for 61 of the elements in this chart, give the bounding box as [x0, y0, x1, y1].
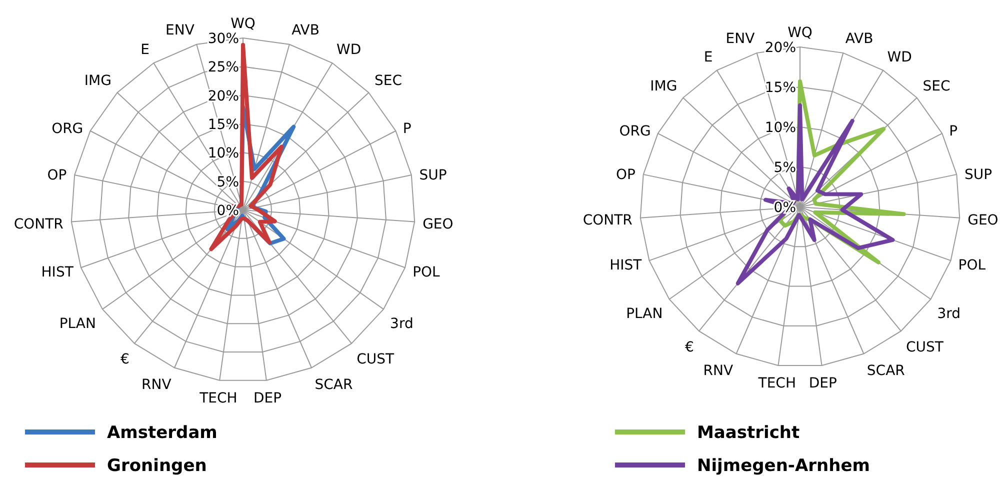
y-tick-label: 15% [208, 117, 239, 133]
spoke-label: TECH [198, 390, 238, 406]
spoke-label: IMG [84, 73, 112, 90]
spoke-label: 3rd [937, 306, 961, 322]
spoke-label: € [120, 352, 130, 368]
spoke-label: CUST [356, 352, 395, 368]
y-tick-label: 0% [774, 200, 796, 216]
y-tick-label: 5% [216, 174, 239, 190]
spoke-label: ORG [52, 121, 84, 138]
spoke-label: AVB [845, 31, 874, 48]
spoke-label: TECH [757, 375, 796, 392]
spoke-label: WD [336, 42, 362, 58]
legend-label: Groningen [107, 456, 207, 476]
spoke-label: SEC [374, 73, 402, 90]
spoke-label: SUP [419, 167, 447, 184]
spoke-label: ENV [726, 31, 756, 48]
y-tick-label: 20% [208, 88, 239, 104]
spoke-label: CUST [906, 339, 944, 356]
spoke-label: GEO [968, 212, 998, 228]
spoke-label: GEO [422, 216, 454, 232]
spoke-label: P [949, 124, 958, 140]
spoke-label: CONTR [14, 216, 64, 232]
spoke-label: WD [887, 49, 912, 66]
spoke-label: P [402, 121, 412, 138]
spoke-label: € [685, 339, 694, 356]
spoke-label: WQ [230, 16, 256, 32]
spoke-label: E [140, 42, 150, 58]
spoke-label: DEP [808, 375, 837, 392]
spoke-label: OP [47, 167, 67, 184]
spoke-label: SCAR [314, 377, 353, 394]
spoke-label: ENV [166, 22, 195, 39]
spoke-label: SEC [922, 78, 951, 94]
spoke-label: PLAN [59, 316, 96, 332]
legend-label: Amsterdam [107, 423, 218, 443]
spoke-label: WQ [788, 25, 812, 41]
spoke-label: RNV [703, 363, 734, 380]
legend-label: Maastricht [697, 423, 800, 443]
y-tick-label: 15% [764, 80, 796, 96]
spoke-label: E [704, 49, 713, 66]
spoke-label: CONTR [582, 212, 633, 228]
spoke-label: POL [958, 257, 986, 274]
spoke-label: AVB [292, 22, 320, 39]
spoke-label: HIST [41, 264, 74, 280]
spoke-label: RNV [142, 377, 172, 394]
spoke-label: DEP [253, 390, 282, 406]
y-tick-label: 10% [764, 120, 796, 136]
spoke-label: 3rd [390, 316, 414, 332]
spoke-label: HIST [610, 257, 642, 274]
y-tick-label: 25% [208, 60, 239, 76]
spoke-label: SCAR [866, 363, 906, 380]
spoke-label: IMG [650, 78, 678, 94]
spoke-label: OP [616, 166, 636, 183]
legend-label: Nijmegen-Arnhem [697, 456, 870, 476]
spoke-label: POL [412, 264, 440, 280]
y-tick-label: 20% [764, 40, 796, 56]
spoke-label: PLAN [626, 306, 663, 322]
y-tick-label: 5% [774, 160, 796, 176]
y-tick-label: 30% [208, 31, 239, 47]
spoke-label: SUP [964, 166, 992, 183]
y-tick-label: 10% [208, 146, 239, 162]
spoke-label: ORG [619, 124, 651, 140]
